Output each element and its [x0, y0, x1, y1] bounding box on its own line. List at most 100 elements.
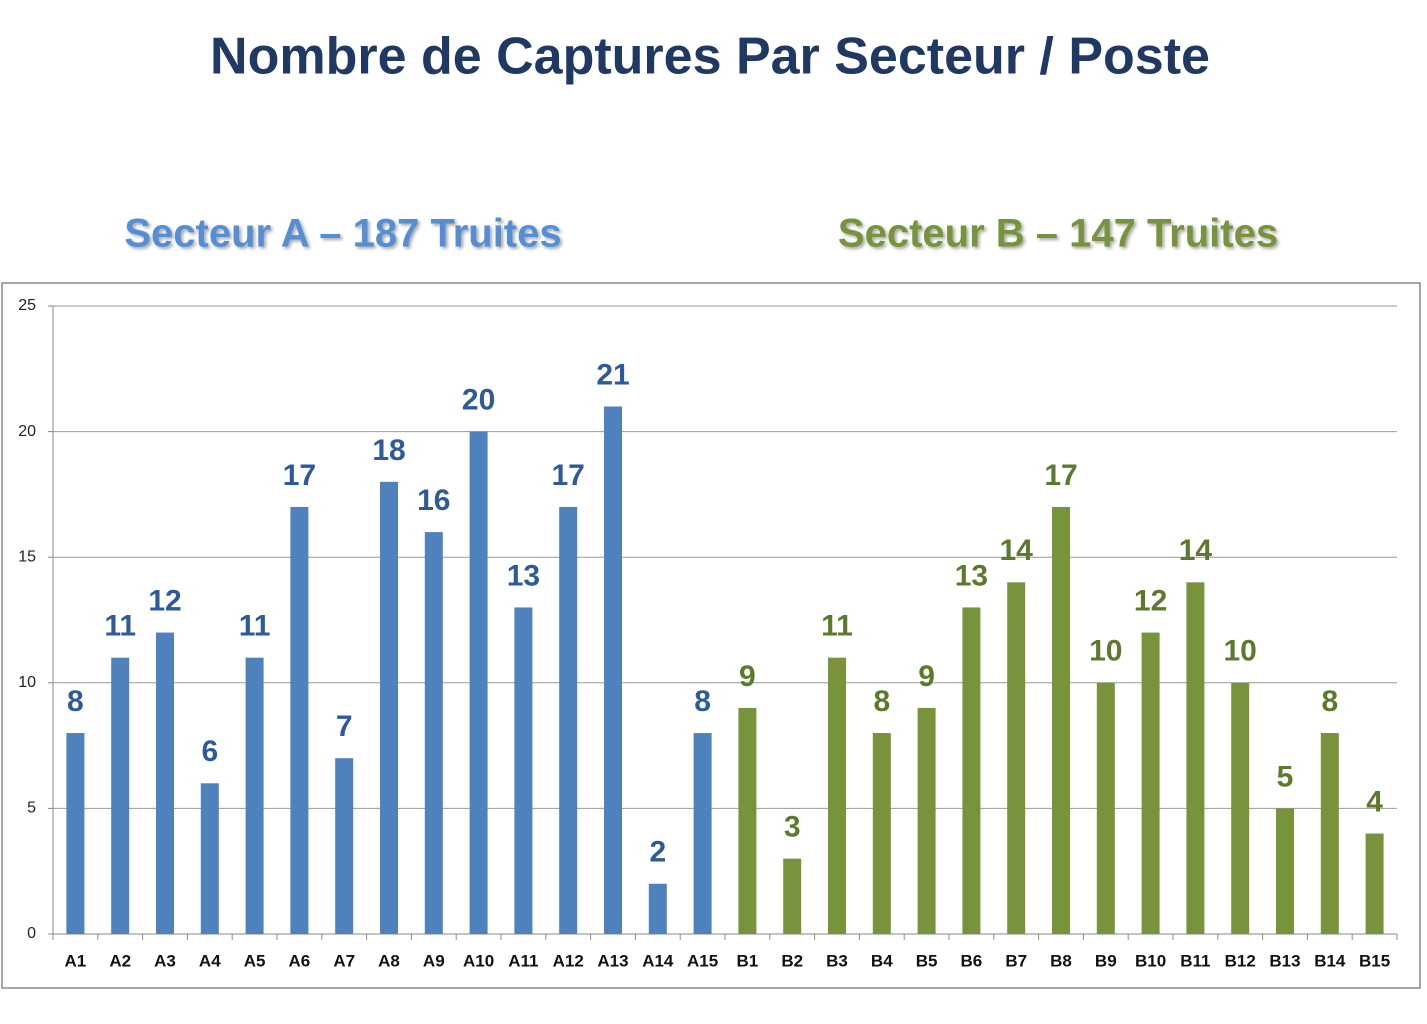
bar [604, 406, 622, 935]
x-tick-label: B13 [1269, 951, 1300, 970]
x-tick-label: B2 [781, 951, 803, 970]
data-label: 5 [1277, 760, 1294, 793]
data-label: 16 [417, 484, 450, 517]
bar [380, 481, 398, 934]
x-tick-label: B6 [961, 951, 983, 970]
data-label: 18 [372, 434, 405, 467]
bar [1186, 582, 1205, 934]
bar [693, 733, 712, 934]
y-tick-label: 0 [27, 925, 36, 942]
x-tick-label: A13 [597, 951, 628, 970]
data-label: 8 [694, 685, 711, 718]
x-tick-label: B8 [1050, 951, 1072, 970]
y-tick-label: 10 [18, 674, 36, 691]
data-label: 13 [507, 559, 540, 592]
data-label: 9 [918, 660, 935, 693]
x-tick-label: A8 [378, 951, 400, 970]
y-tick-label: 20 [18, 423, 36, 440]
data-label: 8 [67, 685, 84, 718]
bar [469, 431, 488, 934]
bar [1007, 582, 1026, 934]
y-tick-label: 15 [18, 548, 36, 565]
bar [872, 733, 891, 934]
bar [156, 632, 174, 934]
bar [1141, 632, 1160, 934]
x-tick-label: A4 [199, 951, 221, 970]
bar [1096, 682, 1115, 934]
bar [290, 506, 309, 934]
bar [1276, 808, 1294, 934]
x-tick-label: A14 [642, 951, 674, 970]
x-tick-label: B14 [1314, 951, 1346, 970]
data-label: 10 [1089, 635, 1122, 668]
data-label: 11 [104, 610, 136, 643]
bar [111, 657, 130, 934]
data-label: 20 [462, 384, 495, 417]
data-label: 8 [1321, 685, 1338, 718]
section-heading: Secteur A – 187 Truites [124, 212, 561, 256]
data-label: 3 [784, 811, 801, 844]
data-label: 10 [1224, 635, 1257, 668]
section-heading: Secteur B – 147 Truites [838, 212, 1278, 256]
x-tick-label: A11 [508, 951, 538, 970]
data-label: 13 [955, 559, 988, 592]
data-label: 21 [596, 358, 629, 391]
x-tick-label: A3 [154, 951, 176, 970]
x-tick-label: B3 [826, 951, 848, 970]
data-label: 7 [336, 710, 353, 743]
data-label: 11 [821, 610, 853, 643]
x-tick-label: B7 [1005, 951, 1027, 970]
chart-title: Nombre de Captures Par Secteur / Poste [210, 28, 1210, 86]
data-label: 2 [649, 836, 666, 869]
x-tick-label: A12 [553, 951, 584, 970]
bar [783, 858, 802, 934]
y-tick-label: 5 [27, 800, 36, 817]
bar [962, 607, 981, 934]
x-tick-label: B12 [1225, 951, 1256, 970]
x-tick-label: B11 [1180, 951, 1210, 970]
data-label: 17 [552, 459, 585, 492]
data-label: 14 [1179, 534, 1213, 567]
bar [1320, 733, 1339, 934]
x-tick-label: A9 [423, 951, 445, 970]
chart-frame [1, 282, 1421, 989]
data-label: 12 [148, 584, 181, 617]
x-tick-label: B1 [737, 951, 759, 970]
x-tick-label: A7 [333, 951, 355, 970]
bar [200, 783, 219, 934]
bar [828, 657, 846, 934]
bar [738, 707, 757, 934]
data-label: 6 [201, 735, 218, 768]
bar [245, 657, 264, 934]
x-tick-label: A10 [463, 951, 494, 970]
x-tick-label: B15 [1359, 951, 1390, 970]
x-tick-label: B4 [871, 951, 893, 970]
x-tick-label: B9 [1095, 951, 1117, 970]
data-label: 17 [1044, 459, 1077, 492]
y-tick-label: 25 [18, 297, 36, 314]
bar [1231, 682, 1250, 934]
bar [335, 758, 354, 934]
data-label: 14 [1000, 534, 1034, 567]
x-tick-label: A5 [244, 951, 266, 970]
x-tick-label: B5 [916, 951, 938, 970]
bar [917, 707, 936, 934]
data-label: 4 [1366, 785, 1383, 818]
x-tick-label: A6 [289, 951, 311, 970]
x-tick-label: A2 [109, 951, 131, 970]
data-label: 12 [1134, 584, 1167, 617]
bar [648, 883, 667, 934]
x-tick-label: A15 [687, 951, 718, 970]
bar [514, 607, 533, 934]
x-tick-label: A1 [65, 951, 87, 970]
data-label: 9 [739, 660, 756, 693]
bar [424, 532, 443, 934]
data-label: 8 [873, 685, 890, 718]
data-label: 11 [239, 610, 271, 643]
bar [1052, 506, 1070, 934]
data-label: 17 [283, 459, 316, 492]
x-tick-label: B10 [1135, 951, 1166, 970]
bar [1365, 833, 1384, 934]
